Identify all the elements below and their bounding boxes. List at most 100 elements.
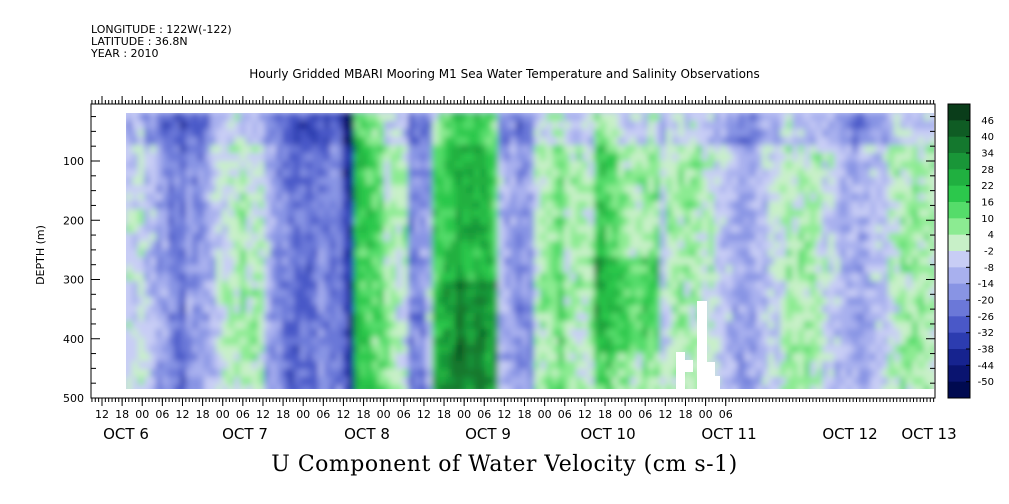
heatmap-cell [258, 273, 265, 282]
heatmap-cell [420, 321, 427, 330]
heatmap-cell [726, 257, 733, 266]
heatmap-cell [162, 209, 169, 218]
heatmap-cell [576, 153, 583, 162]
heatmap-cell [648, 337, 655, 346]
heatmap-cell [450, 161, 457, 170]
heatmap-cell [522, 281, 529, 290]
heatmap-cell [648, 265, 655, 274]
heatmap-cell [648, 113, 655, 122]
heatmap-cell [444, 161, 451, 170]
heatmap-cell [138, 225, 145, 234]
heatmap-cell [786, 137, 793, 146]
heatmap-cell [864, 329, 871, 338]
heatmap-cell [858, 377, 865, 386]
heatmap-cell [858, 233, 865, 242]
heatmap-cell [510, 113, 517, 122]
heatmap-cell [192, 121, 199, 130]
heatmap-cell [324, 153, 331, 162]
heatmap-cell [768, 265, 775, 274]
heatmap-cell [870, 177, 877, 186]
heatmap-cell [618, 169, 625, 178]
heatmap-cell [300, 201, 307, 210]
heatmap-cell [714, 265, 721, 274]
heatmap-cell [552, 217, 559, 226]
heatmap-cell [528, 273, 535, 282]
heatmap-cell [318, 201, 325, 210]
heatmap-cell [624, 169, 631, 178]
heatmap-cell [174, 153, 181, 162]
heatmap-cell [300, 161, 307, 170]
heatmap-cell [168, 113, 175, 122]
heatmap-cell [132, 145, 139, 154]
heatmap-cell [906, 313, 913, 322]
heatmap-cell [486, 217, 493, 226]
heatmap-cell [408, 329, 415, 338]
heatmap-cell [264, 265, 271, 274]
heatmap-cell [768, 185, 775, 194]
heatmap-cell [696, 273, 703, 282]
heatmap-cell [324, 177, 331, 186]
heatmap-cell [522, 161, 529, 170]
heatmap-cell [624, 193, 631, 202]
heatmap-cell [414, 225, 421, 234]
heatmap-cell [840, 217, 847, 226]
heatmap-cell [582, 225, 589, 234]
heatmap-cell [186, 265, 193, 274]
heatmap-cell [138, 329, 145, 338]
heatmap-cell [144, 313, 151, 322]
heatmap-cell [558, 185, 565, 194]
heatmap-cell [702, 289, 709, 298]
heatmap-cell [348, 297, 355, 306]
heatmap-cell [240, 273, 247, 282]
heatmap-cell [720, 137, 727, 146]
heatmap-cell [846, 265, 853, 274]
heatmap-cell [774, 273, 781, 282]
heatmap-cell [294, 121, 301, 130]
heatmap-cell [396, 113, 403, 122]
heatmap-cell [222, 273, 229, 282]
heatmap-cell [276, 257, 283, 266]
heatmap-cell [342, 161, 349, 170]
heatmap-cell [924, 345, 931, 354]
heatmap-cell [792, 161, 799, 170]
heatmap-cell [528, 369, 535, 378]
heatmap-cell [612, 225, 619, 234]
heatmap-cell [414, 209, 421, 218]
heatmap-cell [438, 257, 445, 266]
heatmap-cell [132, 377, 139, 386]
heatmap-cell [252, 385, 259, 389]
heatmap-cell [204, 313, 211, 322]
heatmap-cell [624, 385, 631, 389]
heatmap-cell [450, 169, 457, 178]
heatmap-cell [738, 161, 745, 170]
heatmap-cell [918, 289, 925, 298]
heatmap-cell [852, 129, 859, 138]
heatmap-cell [654, 161, 661, 170]
heatmap-cell [672, 361, 679, 370]
heatmap-cell [156, 249, 163, 258]
heatmap-cell [780, 145, 787, 154]
heatmap-cell [414, 321, 421, 330]
heatmap-cell [240, 225, 247, 234]
heatmap-cell [882, 257, 889, 266]
heatmap-cell [390, 361, 397, 370]
heatmap-cell [888, 241, 895, 250]
heatmap-cell [600, 313, 607, 322]
heatmap-cell [660, 113, 667, 122]
heatmap-cell [804, 201, 811, 210]
heatmap-cell [252, 209, 259, 218]
heatmap-cell [174, 193, 181, 202]
heatmap-cell [714, 369, 721, 378]
heatmap-cell [900, 249, 907, 258]
heatmap-cell [846, 249, 853, 258]
heatmap-cell [912, 217, 919, 226]
heatmap-cell [474, 121, 481, 130]
heatmap-cell [702, 249, 709, 258]
heatmap-cell [468, 265, 475, 274]
heatmap-cell [912, 177, 919, 186]
heatmap-cell [894, 361, 901, 370]
heatmap-cell [822, 153, 829, 162]
heatmap-cell [336, 209, 343, 218]
heatmap-cell [894, 169, 901, 178]
heatmap-cell [882, 209, 889, 218]
